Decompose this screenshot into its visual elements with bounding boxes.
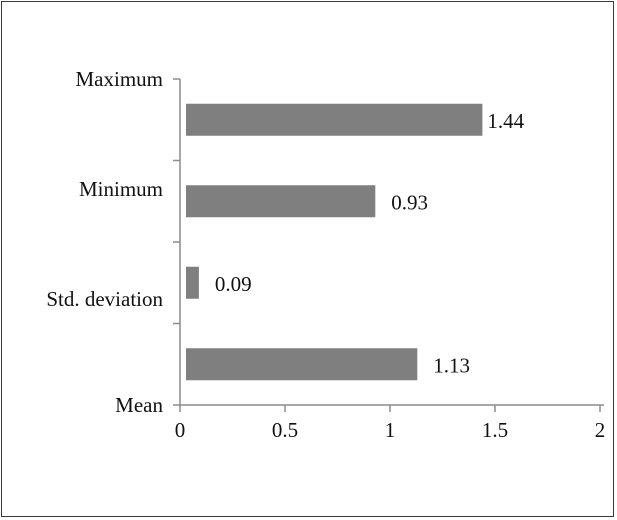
bar-maximum [186, 103, 483, 136]
data-label: 0.93 [391, 190, 428, 214]
x-tick-label: 0 [175, 418, 186, 442]
category-label: Std. deviation [46, 287, 163, 311]
labels: 0 0.5 1 1.5 2 1.13 Mean 0.09 Std. deviation 0.93 M… [46, 67, 605, 442]
axes [173, 78, 604, 412]
x-tick-label: 1.5 [482, 418, 508, 442]
x-tick-label: 0.5 [272, 418, 298, 442]
category-label: Maximum [76, 67, 164, 91]
bar-mean [186, 348, 418, 381]
category-label: Minimum [79, 177, 163, 201]
x-tick-label: 1 [385, 418, 396, 442]
bar-minimum [186, 185, 376, 218]
bars [186, 103, 483, 381]
data-label: 0.09 [215, 272, 252, 296]
category-label: Mean [115, 393, 163, 417]
data-label: 1.44 [487, 109, 524, 133]
data-label: 1.13 [433, 353, 470, 377]
bar-std-deviation [186, 266, 199, 299]
x-tick-label: 2 [595, 418, 606, 442]
